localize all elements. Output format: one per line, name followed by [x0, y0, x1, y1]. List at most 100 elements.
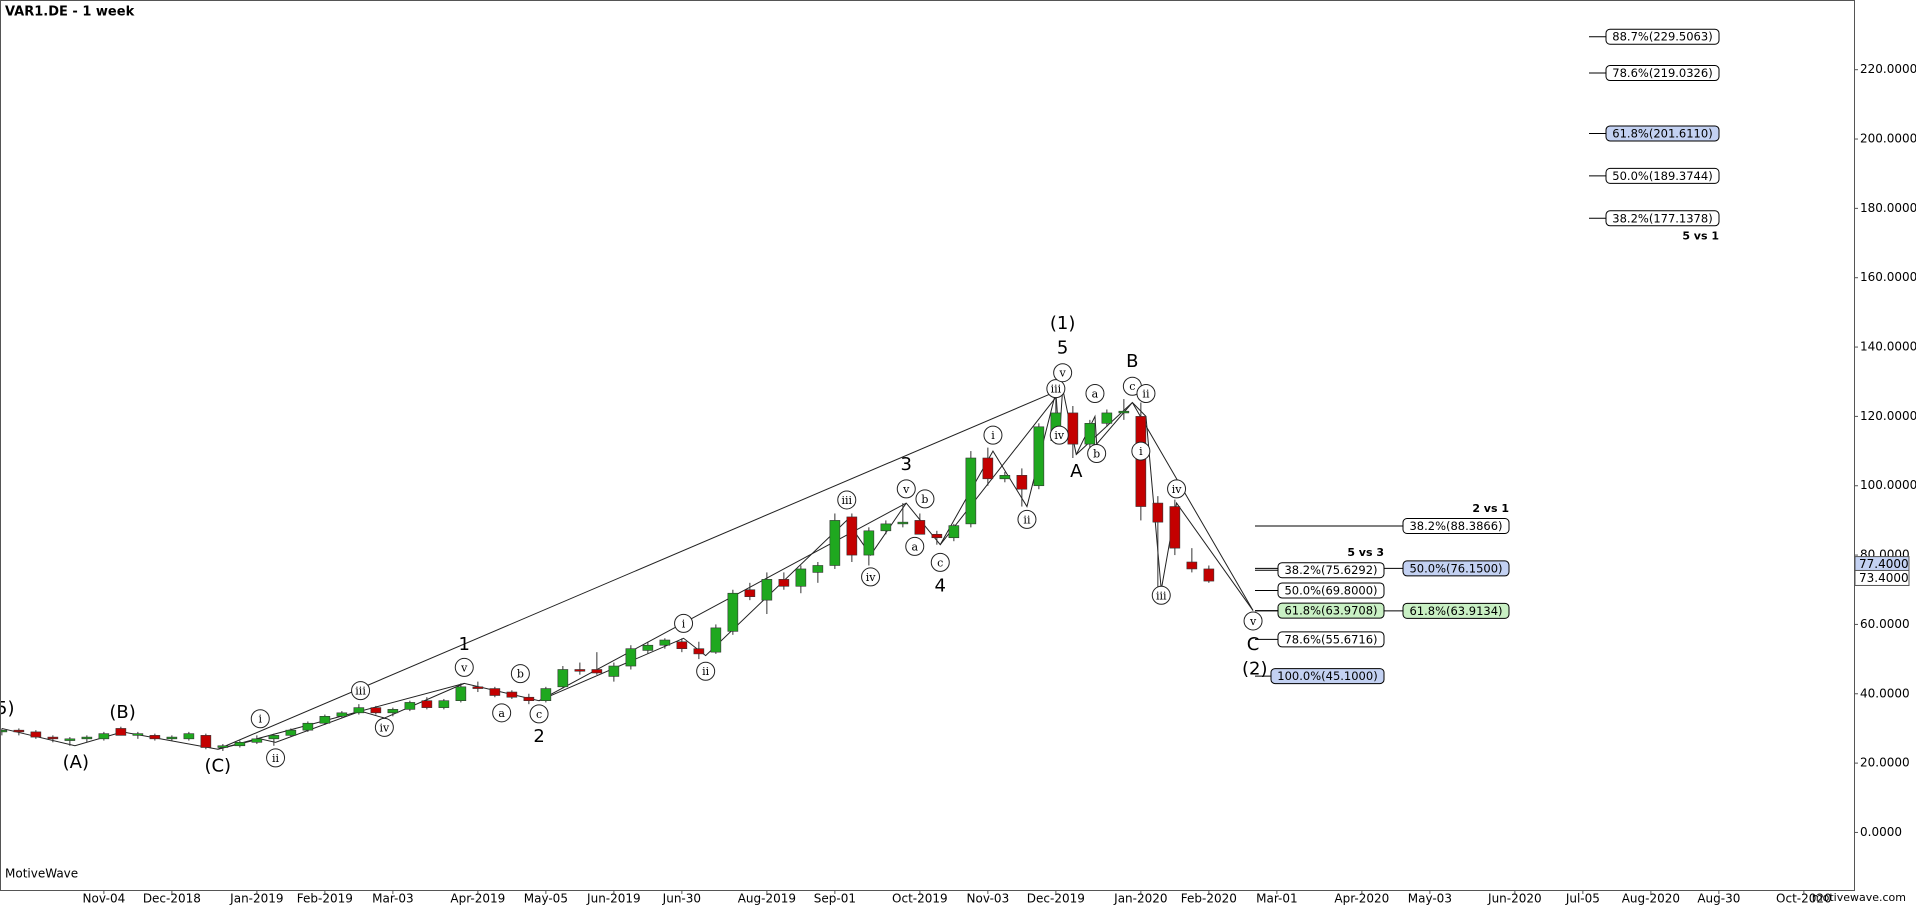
candle-body [642, 644, 654, 651]
fib-group-name: 5 vs 3 [1347, 546, 1384, 559]
sub-wave-circle [1049, 425, 1069, 445]
x-tick-label: Aug-2020 [1622, 892, 1680, 906]
x-tick-label: Mar-03 [372, 892, 413, 906]
sub-wave-label: a [1092, 388, 1099, 401]
sub-wave-circle [930, 552, 950, 572]
sub-wave-label: c [1129, 380, 1135, 393]
candle-body [659, 639, 671, 646]
sub-wave-circle [983, 425, 1003, 445]
fib-box [1277, 631, 1385, 648]
fib-label: 38.2%(75.6292) [1284, 563, 1377, 577]
sub-wave-label: iii [841, 494, 852, 507]
candle-body [404, 702, 416, 710]
candle-body [1033, 426, 1045, 487]
sub-wave-label: b [1093, 447, 1100, 460]
sub-wave-label: ii [272, 752, 280, 765]
price-marker-label: 77.4000 [1859, 557, 1909, 571]
wave-label: B [1126, 351, 1138, 372]
x-tick-label: Aug-2019 [738, 892, 796, 906]
candle-body [914, 520, 926, 535]
x-tick-label: Oct-2020 [1776, 892, 1832, 906]
wave-label: 2 [533, 726, 544, 747]
candle-body [829, 520, 841, 566]
x-tick-label: Jun-2019 [586, 892, 641, 906]
wave-label: (2) [1242, 658, 1268, 679]
sub-wave-circle [250, 709, 270, 729]
sub-wave-label: c [536, 708, 542, 721]
candle-body [846, 516, 858, 556]
wave-label: (A) [63, 752, 89, 773]
x-tick-label: Mar-01 [1256, 892, 1297, 906]
x-tick-label: Oct-2019 [892, 892, 948, 906]
candle-body [200, 735, 212, 748]
y-tick-label: 140.0000 [1860, 340, 1916, 354]
wave-label: A [1070, 461, 1083, 482]
sub-wave-label: c [937, 556, 943, 569]
sub-wave-circle [529, 704, 549, 724]
candle-body [625, 648, 637, 667]
candle-body [1135, 416, 1147, 507]
x-tick-label: Aug-30 [1697, 892, 1740, 906]
wave-label: 3 [901, 454, 912, 475]
candle-body [132, 733, 144, 736]
candle-body [421, 700, 433, 708]
plot-frame [0, 0, 1855, 891]
sub-wave-circle [510, 664, 530, 684]
wave-line [538, 502, 907, 702]
fib-box [1277, 562, 1385, 579]
x-tick-label: Jun-2020 [1487, 892, 1542, 906]
sub-wave-circle [861, 567, 881, 587]
wave-label: (B) [109, 702, 135, 723]
candle-body [982, 457, 994, 480]
sub-wave-circle [915, 489, 935, 509]
sub-wave-label: i [1139, 445, 1143, 458]
candle-body [183, 733, 195, 740]
sub-wave-label: i [991, 429, 995, 442]
candle-body [455, 686, 467, 701]
sub-wave-circle [837, 490, 857, 510]
candle-body [1118, 410, 1130, 414]
fib-label: 61.8%(201.6110) [1612, 126, 1712, 140]
y-tick-label: 40.0000 [1860, 686, 1910, 700]
candle-body [370, 707, 382, 714]
sub-wave-circle [1087, 443, 1107, 463]
fib-group-name: 2 vs 1 [1472, 502, 1509, 515]
fib-label: 50.0%(76.1500) [1409, 561, 1502, 575]
x-tick-label: Dec-2018 [143, 892, 201, 906]
x-tick-label: Jul-05 [1565, 892, 1600, 906]
fib-box [1277, 582, 1385, 599]
sub-wave-circle [374, 717, 394, 737]
fib-box [1277, 602, 1385, 619]
y-tick-label: 160.0000 [1860, 270, 1916, 284]
candle-body [608, 665, 620, 677]
candle-body [115, 728, 127, 736]
candle-body [285, 729, 297, 736]
y-tick-label: 200.0000 [1860, 132, 1916, 146]
candle-body [336, 712, 348, 717]
candle-body [744, 589, 756, 597]
sub-wave-circle [1167, 479, 1187, 499]
candle-body [863, 530, 875, 556]
candle-body [438, 700, 450, 708]
sub-wave-circle [1151, 585, 1171, 605]
candle-body [880, 523, 892, 532]
sub-wave-label: iii [1051, 383, 1062, 396]
fib-box [1605, 65, 1720, 82]
wave-label: 4 [935, 575, 946, 596]
fib-label: 38.2%(177.1378) [1612, 211, 1712, 225]
candle-body [489, 688, 501, 696]
x-tick-label: Jun-30 [662, 892, 701, 906]
candle-body [523, 696, 535, 701]
x-tick-label: May-03 [1408, 892, 1452, 906]
sub-wave-circle [454, 657, 474, 677]
fib-label: 88.7%(229.5063) [1612, 30, 1712, 44]
sub-wave-label: iv [1054, 429, 1065, 442]
sub-wave-label: v [902, 483, 910, 496]
fib-label: 50.0%(69.8000) [1284, 583, 1377, 597]
wave-label: (1) [1050, 313, 1076, 334]
candle-body [965, 457, 977, 525]
sub-wave-circle [1131, 441, 1151, 461]
candle-body [64, 738, 76, 741]
y-tick-label: 120.0000 [1860, 409, 1916, 423]
